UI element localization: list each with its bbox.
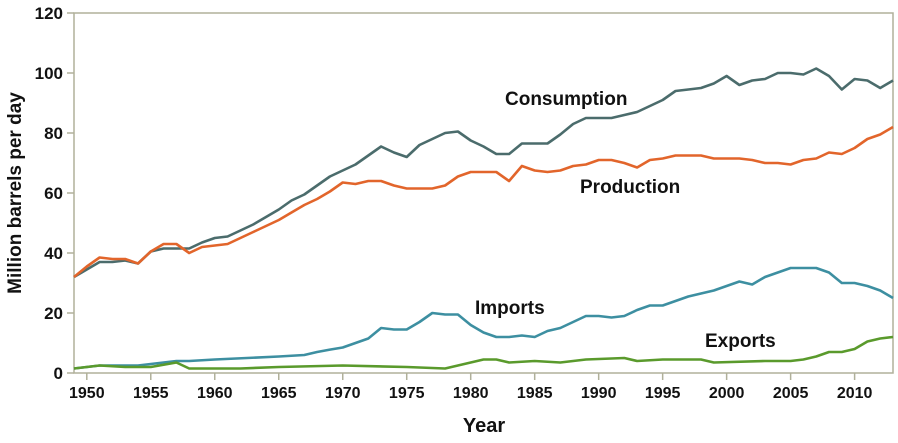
series-label-imports: Imports [475, 298, 545, 319]
x-tick-label: 2010 [837, 385, 873, 402]
series-line-consumption [73, 67, 894, 279]
x-tick-label: 1995 [645, 385, 681, 402]
series-lines [73, 67, 894, 370]
x-axis-title: Year [463, 415, 505, 437]
y-axis-title: Million barrels per day [5, 92, 26, 294]
x-tick-label: 1965 [261, 385, 297, 402]
plot-frame [73, 12, 894, 374]
series-labels: Consumption Production Imports Exports [475, 89, 776, 352]
y-tick-label: 100 [35, 64, 63, 83]
x-tick-label: 1960 [197, 385, 233, 402]
x-tick-label: 2005 [773, 385, 809, 402]
y-tick-label: 0 [54, 364, 63, 383]
series-line-production [73, 125, 894, 279]
x-tick-label: 1975 [389, 385, 425, 402]
x-tick-label: 1990 [581, 385, 617, 402]
y-tick-label: 40 [44, 244, 63, 263]
series-label-production: Production [580, 177, 680, 198]
y-axis: 0 20 40 60 80 100 120 [35, 4, 74, 383]
series-label-consumption: Consumption [505, 89, 627, 110]
y-tick-label: 120 [35, 4, 63, 23]
y-tick-label: 20 [44, 304, 63, 323]
x-tick-label: 1970 [325, 385, 361, 402]
x-tick-label: 2000 [709, 385, 745, 402]
x-axis: 1950 1955 1960 1965 1970 1975 1980 1985 1990 1995… [69, 373, 873, 402]
x-tick-label: 1980 [453, 385, 489, 402]
x-tick-label: 1955 [133, 385, 169, 402]
series-line-imports [73, 266, 894, 370]
series-line-exports [73, 335, 894, 370]
x-tick-label: 1950 [69, 385, 105, 402]
series-label-exports: Exports [705, 331, 776, 352]
x-tick-label: 1985 [517, 385, 553, 402]
y-tick-label: 60 [44, 184, 63, 203]
y-tick-label: 80 [44, 124, 63, 143]
